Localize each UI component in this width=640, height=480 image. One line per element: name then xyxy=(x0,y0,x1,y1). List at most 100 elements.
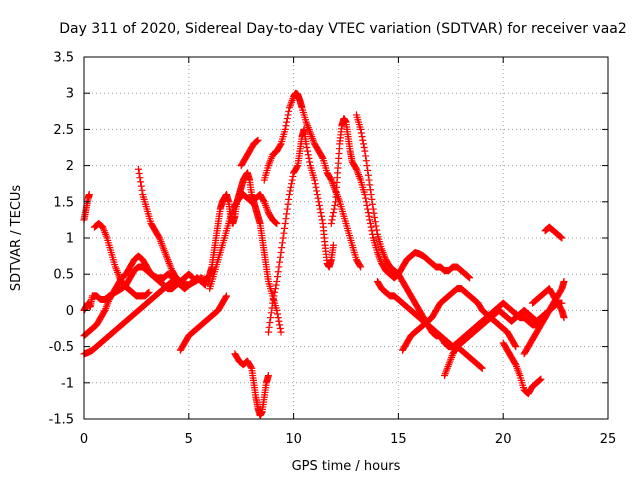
data-point xyxy=(274,314,282,322)
data-point xyxy=(536,376,544,384)
data-point xyxy=(361,147,369,155)
data-point xyxy=(269,296,277,304)
data-point xyxy=(271,285,279,293)
data-point xyxy=(223,292,231,300)
data-point xyxy=(365,176,373,184)
data-point xyxy=(286,187,294,195)
data-point xyxy=(268,304,276,312)
data-point xyxy=(304,147,312,155)
data-point xyxy=(283,205,291,213)
data-point xyxy=(134,165,142,173)
data-point xyxy=(247,363,255,371)
data-point xyxy=(363,162,371,170)
data-point xyxy=(144,289,152,297)
data-point xyxy=(276,141,284,149)
data-point xyxy=(366,216,374,224)
x-tick-label: 25 xyxy=(600,432,617,447)
data-point xyxy=(314,194,322,202)
data-point xyxy=(366,181,374,189)
series-trace-e xyxy=(90,220,153,300)
data-point xyxy=(537,375,545,383)
x-tick-label: 10 xyxy=(285,432,302,447)
data-point xyxy=(281,125,289,133)
data-point xyxy=(318,212,326,220)
data-point xyxy=(275,263,283,271)
data-point xyxy=(267,309,275,317)
data-point xyxy=(293,163,301,171)
data-point xyxy=(270,292,278,300)
data-point xyxy=(318,153,326,161)
data-point xyxy=(316,205,324,213)
x-tick-label: 0 xyxy=(80,432,88,447)
data-point xyxy=(312,183,320,191)
data-point xyxy=(273,220,281,228)
data-point xyxy=(276,253,284,261)
data-point xyxy=(276,321,284,329)
data-point xyxy=(330,205,338,213)
data-point xyxy=(273,277,281,285)
data-point xyxy=(371,213,379,221)
data-point xyxy=(560,277,568,285)
series-trace-s xyxy=(499,339,545,398)
data-point xyxy=(201,280,209,288)
data-point xyxy=(280,229,288,237)
data-point xyxy=(359,140,367,148)
y-tick-label: 2.5 xyxy=(53,123,74,138)
data-point xyxy=(366,186,374,194)
data-point xyxy=(329,241,337,249)
data-point xyxy=(144,290,152,298)
data-point xyxy=(372,222,380,230)
data-point xyxy=(137,178,145,186)
series-trace-a xyxy=(80,191,93,224)
data-point xyxy=(511,359,519,367)
data-point xyxy=(304,151,312,159)
data-point xyxy=(313,187,321,195)
y-axis-label: SDTVAR / TECUs xyxy=(9,185,24,292)
data-point xyxy=(369,205,377,213)
data-point xyxy=(302,140,310,148)
data-point xyxy=(328,216,336,224)
data-point xyxy=(138,186,146,194)
data-point xyxy=(282,122,290,130)
data-point xyxy=(279,234,287,242)
data-point xyxy=(366,220,374,228)
data-point xyxy=(362,198,370,206)
data-point xyxy=(311,176,319,184)
data-point xyxy=(478,364,486,372)
data-point xyxy=(315,201,323,209)
data-point xyxy=(361,191,369,199)
data-point xyxy=(511,341,519,349)
data-point xyxy=(306,158,314,166)
chart-title: Day 311 of 2020, Sidereal Day-to-day VTE… xyxy=(59,21,627,37)
data-point xyxy=(274,268,282,276)
data-point xyxy=(100,308,108,316)
series-trace-g xyxy=(176,292,231,354)
data-point xyxy=(284,200,292,208)
data-point xyxy=(357,263,365,271)
data-point xyxy=(367,191,375,199)
data-point xyxy=(284,111,292,119)
y-tick-label: 3.5 xyxy=(53,51,74,66)
data-point xyxy=(362,157,370,165)
data-point xyxy=(283,210,291,218)
y-tick-label: -0.5 xyxy=(49,340,74,355)
series-trace-c xyxy=(80,252,197,340)
data-point xyxy=(363,201,371,209)
data-point xyxy=(278,239,286,247)
data-point xyxy=(364,171,372,179)
series-trace-v xyxy=(541,223,566,242)
data-point xyxy=(271,288,279,296)
data-point xyxy=(135,169,143,177)
data-point xyxy=(305,154,313,162)
data-point xyxy=(282,215,290,223)
data-point xyxy=(556,233,564,241)
data-point xyxy=(283,115,291,123)
data-point xyxy=(360,144,368,151)
data-point xyxy=(359,136,367,144)
data-point xyxy=(281,224,289,232)
series-trace-t xyxy=(520,277,568,358)
data-point xyxy=(265,323,273,331)
data-point xyxy=(331,201,339,209)
data-point xyxy=(364,209,372,217)
data-point xyxy=(329,212,337,220)
